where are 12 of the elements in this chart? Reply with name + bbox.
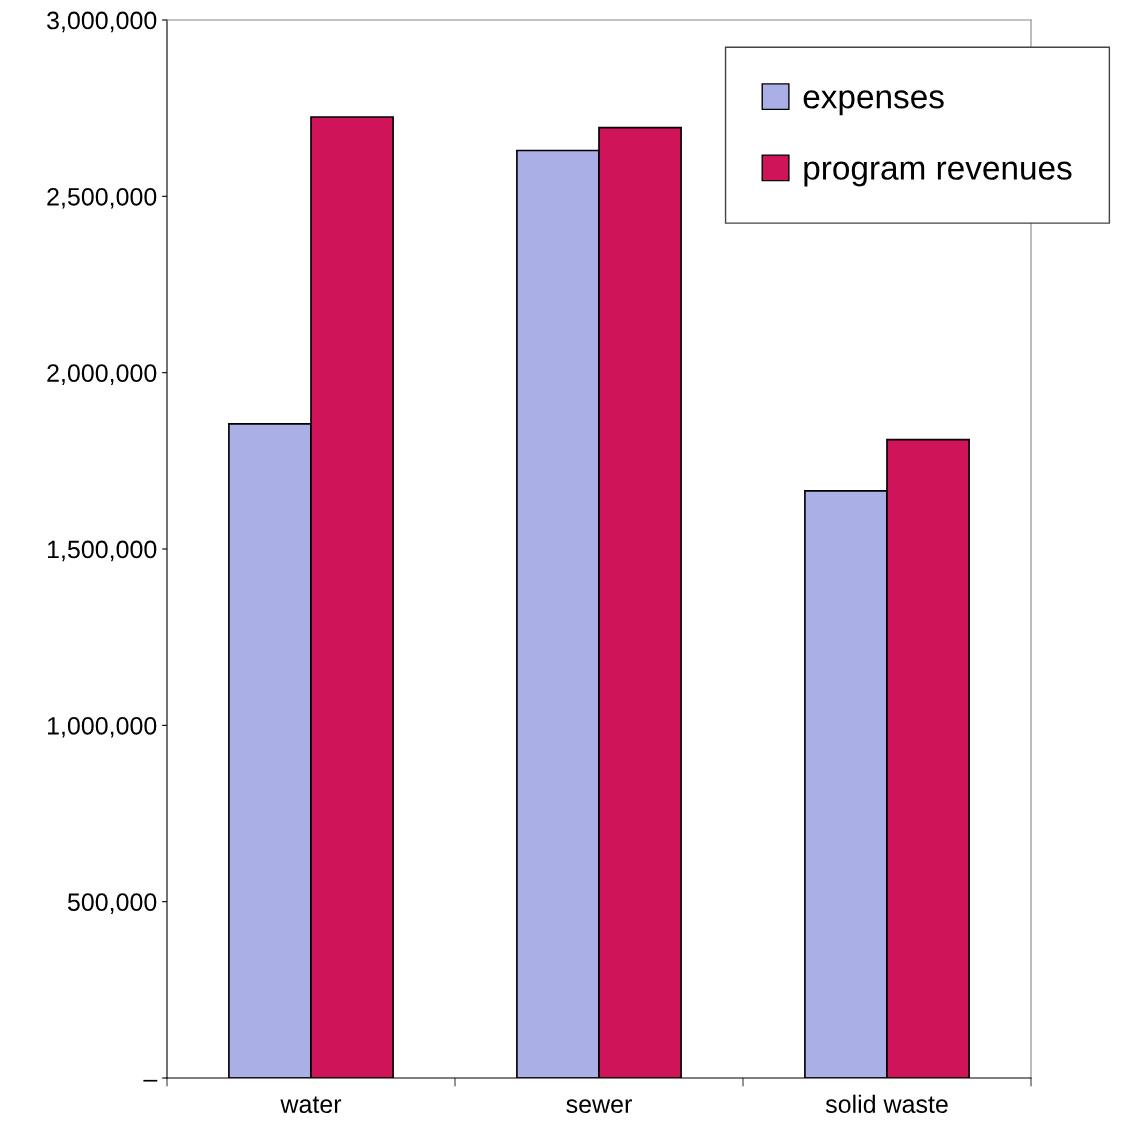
x-tick-label: water: [280, 1096, 342, 1114]
legend-label: expenses: [803, 90, 944, 116]
y-tick-label: –: [143, 1079, 158, 1082]
y-tick-label: 2,000,000: [47, 364, 157, 385]
x-tick-label: solid waste: [825, 1094, 948, 1114]
y-tick-label: 2,500,000: [47, 187, 157, 209]
legend-label: program revenues: [804, 161, 1072, 187]
x-tick-label: sewer: [566, 1099, 632, 1114]
y-tick-label: 500,000: [67, 893, 157, 914]
y-tick-label: 1,500,000: [47, 540, 157, 562]
y-tick-label: 3,000,000: [47, 11, 157, 33]
y-tick-label: 1,000,000: [47, 716, 157, 738]
